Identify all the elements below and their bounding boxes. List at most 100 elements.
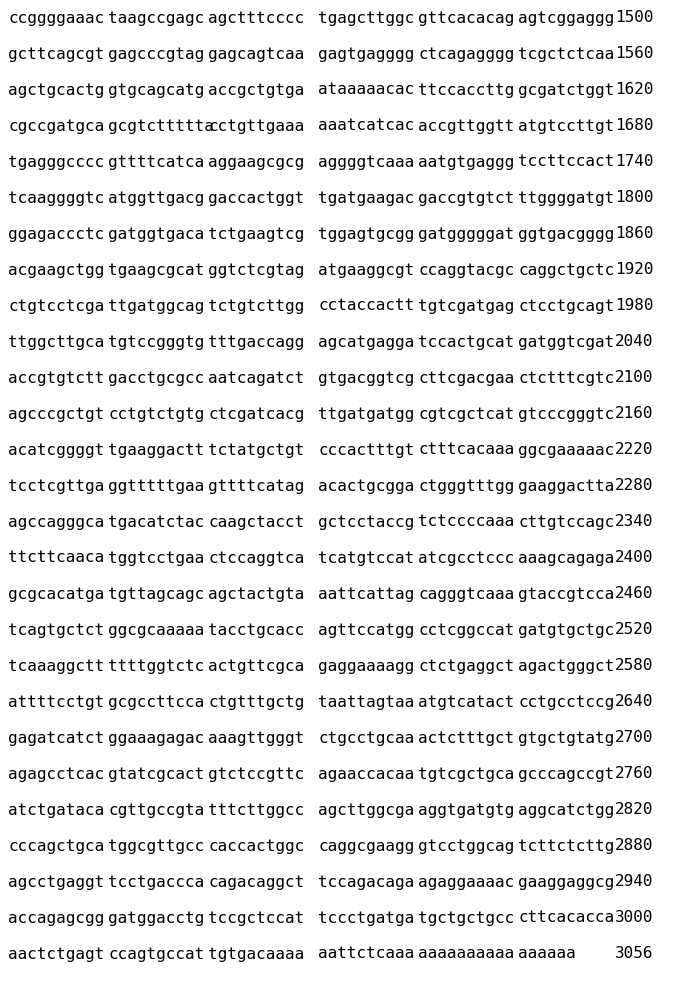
Text: ttgatgatgg: ttgatgatgg bbox=[318, 406, 414, 422]
Text: 2280: 2280 bbox=[615, 479, 654, 493]
Text: caggctgctc: caggctgctc bbox=[518, 262, 614, 277]
Text: gtgcagcatg: gtgcagcatg bbox=[108, 83, 204, 98]
Text: atgaaggcgt: atgaaggcgt bbox=[318, 262, 414, 277]
Text: atgtccttgt: atgtccttgt bbox=[518, 118, 614, 133]
Text: agcttggcga: agcttggcga bbox=[318, 802, 414, 818]
Text: gaccactggt: gaccactggt bbox=[208, 190, 304, 206]
Text: tcctgaccca: tcctgaccca bbox=[108, 874, 204, 890]
Text: gcccagccgt: gcccagccgt bbox=[518, 766, 614, 782]
Text: ggagaccctc: ggagaccctc bbox=[8, 227, 104, 241]
Text: agaaccacaa: agaaccacaa bbox=[318, 766, 414, 782]
Text: actgttcgca: actgttcgca bbox=[208, 658, 304, 674]
Text: ttggcttgca: ttggcttgca bbox=[8, 334, 104, 350]
Text: aaagcagaga: aaagcagaga bbox=[518, 550, 614, 566]
Text: tccctgatga: tccctgatga bbox=[318, 910, 414, 926]
Text: 1740: 1740 bbox=[615, 154, 654, 169]
Text: 2460: 2460 bbox=[615, 586, 654, 601]
Text: tccagacaga: tccagacaga bbox=[318, 874, 414, 890]
Text: tctgaagtcg: tctgaagtcg bbox=[208, 227, 304, 241]
Text: ctctttcgtc: ctctttcgtc bbox=[518, 370, 614, 385]
Text: ggcgcaaaaa: ggcgcaaaaa bbox=[108, 622, 204, 638]
Text: aggggtcaaa: aggggtcaaa bbox=[318, 154, 414, 169]
Text: tctgtcttgg: tctgtcttgg bbox=[208, 298, 304, 314]
Text: ccaggtacgc: ccaggtacgc bbox=[418, 262, 514, 277]
Text: cagggtcaaa: cagggtcaaa bbox=[418, 586, 514, 601]
Text: ttttggtctc: ttttggtctc bbox=[108, 658, 204, 674]
Text: gatggtcgat: gatggtcgat bbox=[518, 334, 614, 350]
Text: tcaaggggtc: tcaaggggtc bbox=[8, 190, 104, 206]
Text: aaatcatcac: aaatcatcac bbox=[318, 118, 414, 133]
Text: agcccgctgt: agcccgctgt bbox=[8, 406, 104, 422]
Text: cttcgacgaa: cttcgacgaa bbox=[418, 370, 514, 385]
Text: cctgtctgtg: cctgtctgtg bbox=[108, 406, 204, 422]
Text: gacctgcgcc: gacctgcgcc bbox=[108, 370, 204, 385]
Text: gcgatctggt: gcgatctggt bbox=[518, 83, 614, 98]
Text: accgctgtga: accgctgtga bbox=[208, 83, 304, 98]
Text: agttccatgg: agttccatgg bbox=[318, 622, 414, 638]
Text: aggtgatgtg: aggtgatgtg bbox=[418, 802, 514, 818]
Text: accgtgtctt: accgtgtctt bbox=[8, 370, 104, 385]
Text: gagcccgtag: gagcccgtag bbox=[108, 46, 204, 62]
Text: ggtgacgggg: ggtgacgggg bbox=[518, 227, 614, 241]
Text: agactgggct: agactgggct bbox=[518, 658, 614, 674]
Text: ctgtttgctg: ctgtttgctg bbox=[208, 694, 304, 710]
Text: tgatgaagac: tgatgaagac bbox=[318, 190, 414, 206]
Text: aatgtgaggg: aatgtgaggg bbox=[418, 154, 514, 169]
Text: tcagtgctct: tcagtgctct bbox=[8, 622, 104, 638]
Text: gaggaaaagg: gaggaaaagg bbox=[318, 658, 414, 674]
Text: tgtgacaaaa: tgtgacaaaa bbox=[208, 946, 304, 962]
Text: cccagctgca: cccagctgca bbox=[8, 838, 104, 854]
Text: aactctgagt: aactctgagt bbox=[8, 946, 104, 962]
Text: gttcacacag: gttcacacag bbox=[418, 10, 514, 25]
Text: ctgtcctcga: ctgtcctcga bbox=[8, 298, 104, 314]
Text: tcgctctcaa: tcgctctcaa bbox=[518, 46, 614, 62]
Text: agcatgagga: agcatgagga bbox=[318, 334, 414, 350]
Text: 2340: 2340 bbox=[615, 514, 654, 530]
Text: 2820: 2820 bbox=[615, 802, 654, 818]
Text: ttccaccttg: ttccaccttg bbox=[418, 83, 514, 98]
Text: tttgaccagg: tttgaccagg bbox=[208, 334, 304, 350]
Text: 2400: 2400 bbox=[615, 550, 654, 566]
Text: cagacaggct: cagacaggct bbox=[208, 874, 304, 890]
Text: attttcctgt: attttcctgt bbox=[8, 694, 104, 710]
Text: ctgcctgcaa: ctgcctgcaa bbox=[318, 730, 414, 746]
Text: tctccccaaa: tctccccaaa bbox=[418, 514, 514, 530]
Text: tgaagcgcat: tgaagcgcat bbox=[108, 262, 204, 277]
Text: tccttccact: tccttccact bbox=[518, 154, 614, 169]
Text: 2160: 2160 bbox=[615, 406, 654, 422]
Text: gaccgtgtct: gaccgtgtct bbox=[418, 190, 514, 206]
Text: gaaggaggcg: gaaggaggcg bbox=[518, 874, 614, 890]
Text: caccactggc: caccactggc bbox=[208, 838, 304, 854]
Text: tgctgctgcc: tgctgctgcc bbox=[418, 910, 514, 926]
Text: cctgcctccg: cctgcctccg bbox=[518, 694, 614, 710]
Text: cctcggccat: cctcggccat bbox=[418, 622, 514, 638]
Text: 1800: 1800 bbox=[615, 190, 654, 206]
Text: gttttcatca: gttttcatca bbox=[108, 154, 204, 169]
Text: tgtcgctgca: tgtcgctgca bbox=[418, 766, 514, 782]
Text: tctatgctgt: tctatgctgt bbox=[208, 442, 304, 458]
Text: cgccgatgca: cgccgatgca bbox=[8, 118, 104, 133]
Text: cctaccactt: cctaccactt bbox=[318, 298, 414, 314]
Text: gagtgagggg: gagtgagggg bbox=[318, 46, 414, 62]
Text: aaaaaaaaaa: aaaaaaaaaa bbox=[418, 946, 514, 962]
Text: tgacatctac: tgacatctac bbox=[108, 514, 204, 530]
Text: 2580: 2580 bbox=[615, 658, 654, 674]
Text: ctttcacaaa: ctttcacaaa bbox=[418, 442, 514, 458]
Text: cttgtccagc: cttgtccagc bbox=[518, 514, 614, 530]
Text: tccactgcat: tccactgcat bbox=[418, 334, 514, 350]
Text: tcatgtccat: tcatgtccat bbox=[318, 550, 414, 566]
Text: ctcagagggg: ctcagagggg bbox=[418, 46, 514, 62]
Text: 2700: 2700 bbox=[615, 730, 654, 746]
Text: gagcagtcaa: gagcagtcaa bbox=[208, 46, 304, 62]
Text: agcctgaggt: agcctgaggt bbox=[8, 874, 104, 890]
Text: accagagcgg: accagagcgg bbox=[8, 910, 104, 926]
Text: ttgatggcag: ttgatggcag bbox=[108, 298, 204, 314]
Text: 1500: 1500 bbox=[615, 10, 654, 25]
Text: 2760: 2760 bbox=[615, 766, 654, 782]
Text: agtcggaggg: agtcggaggg bbox=[518, 10, 614, 25]
Text: gagatcatct: gagatcatct bbox=[8, 730, 104, 746]
Text: atgtcatact: atgtcatact bbox=[418, 694, 514, 710]
Text: ccggggaaac: ccggggaaac bbox=[8, 10, 104, 25]
Text: 2100: 2100 bbox=[615, 370, 654, 385]
Text: taagccgagc: taagccgagc bbox=[108, 10, 204, 25]
